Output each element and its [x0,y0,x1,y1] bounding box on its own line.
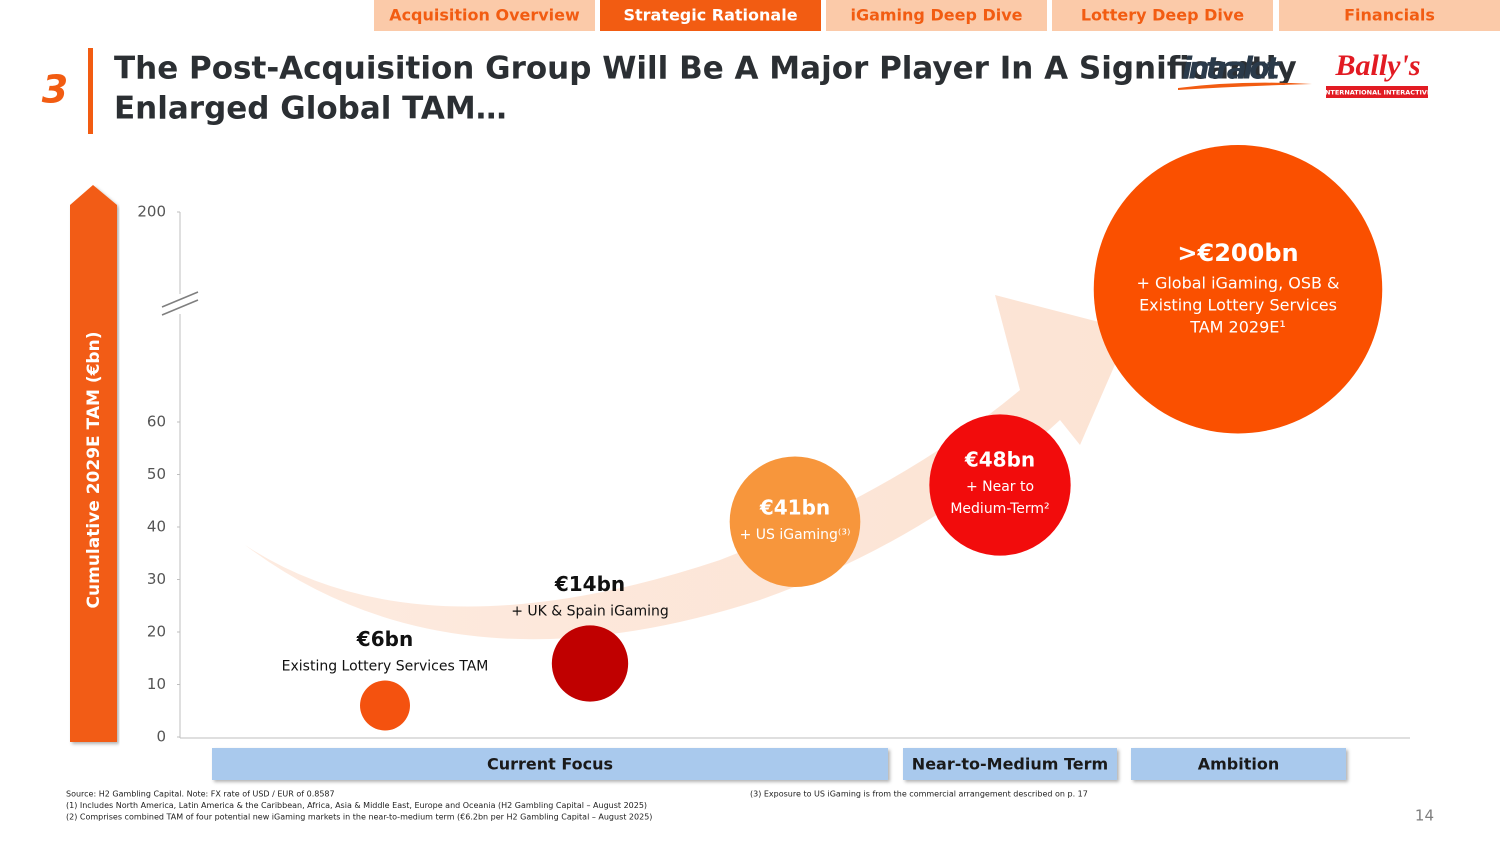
nav-tab-label[interactable]: Lottery Deep Dive [1081,6,1244,25]
bubble [551,625,629,702]
bubble-value-label: >€200bn [1177,239,1298,267]
bubble-description: + UK & Spain iGaming [511,603,669,619]
bubble-value-label: €41bn [759,495,830,519]
y-tick-label: 20 [147,623,166,641]
y-tick-label: 0 [156,728,166,746]
phase-bar [1131,748,1346,780]
nav-tab[interactable] [1279,0,1500,31]
plot: 0 10 20 30 40 50 60 200 €6bn Existing Lottery Ser… [137,145,1383,780]
bubble-description: Medium-Term² [950,501,1049,517]
logo-swoosh [1178,82,1312,90]
section-number: 3 [42,68,68,112]
bubble-value-label: €6bn [356,627,413,651]
bubble-description: + Near to [966,479,1034,495]
axis-break-gap [165,294,195,314]
logo-box [1326,86,1428,98]
nav-tab[interactable] [600,0,821,31]
bubble-value-label: €14bn [554,572,625,596]
footnotes: Source: H2 Gambling Capital. Note: FX ra… [66,790,1088,822]
axis-break [161,299,199,316]
nav-bar: Acquisition Overview Strategic Rationale i… [374,0,1500,31]
y-tick-label: 50 [147,465,166,483]
bubble [729,456,861,588]
logo-ballys: Bally's [1334,49,1420,82]
bubble-description: + Global iGaming, OSB & [1136,274,1339,293]
bubble-value-label: €48bn [964,448,1035,472]
logo-intralot: intralot [1182,52,1282,87]
nav-tab-label[interactable]: iGaming Deep Dive [850,6,1022,25]
section-divider [88,48,93,134]
phase-label: Near-to-Medium Term [912,755,1108,774]
axis-break [161,291,199,308]
footnote: Source: H2 Gambling Capital. Note: FX ra… [66,790,335,799]
y-tick-label: 40 [147,518,166,536]
nav-tab-label[interactable]: Acquisition Overview [389,6,580,25]
nav-tab[interactable] [1052,0,1273,31]
title-line: The Post-Acquisition Group Will Be A Maj… [114,51,1297,87]
bubble [929,414,1071,556]
phase-bar [903,748,1117,780]
title-line: Enlarged Global TAM… [114,91,507,127]
phase-label: Ambition [1198,755,1280,774]
bubble-description: Existing Lottery Services TAM [282,659,489,675]
bubble-description: TAM 2029E¹ [1189,318,1286,337]
footnote: (2) Comprises combined TAM of four poten… [66,813,652,822]
footnote: (3) Exposure to US iGaming is from the c… [750,790,1088,799]
y-tick-label: 30 [147,570,166,588]
y-tick-label: 10 [147,675,166,693]
nav-tab-label[interactable]: Financials [1344,6,1435,25]
y-tick-label: 200 [137,203,166,221]
nav-tab[interactable] [826,0,1047,31]
bubble-description: Existing Lottery Services [1139,296,1337,315]
footnote: (1) Includes North America, Latin Americ… [66,801,647,810]
phase-bar [212,748,888,780]
logo-subtitle: INTERNATIONAL INTERACTIVE [1323,89,1432,97]
page-number: 14 [1415,807,1434,825]
bubble-description: + US iGaming⁽³⁾ [740,527,851,543]
bubble [360,680,410,731]
y-axis-label: Cumulative 2029E TAM (€bn) [84,332,104,609]
y-axis-arrow [70,185,117,742]
nav-tab-label[interactable]: Strategic Rationale [623,6,797,25]
phase-label: Current Focus [487,755,613,774]
nav-tab[interactable] [374,0,595,31]
y-tick-label: 60 [147,413,166,431]
bubble [1093,145,1383,434]
